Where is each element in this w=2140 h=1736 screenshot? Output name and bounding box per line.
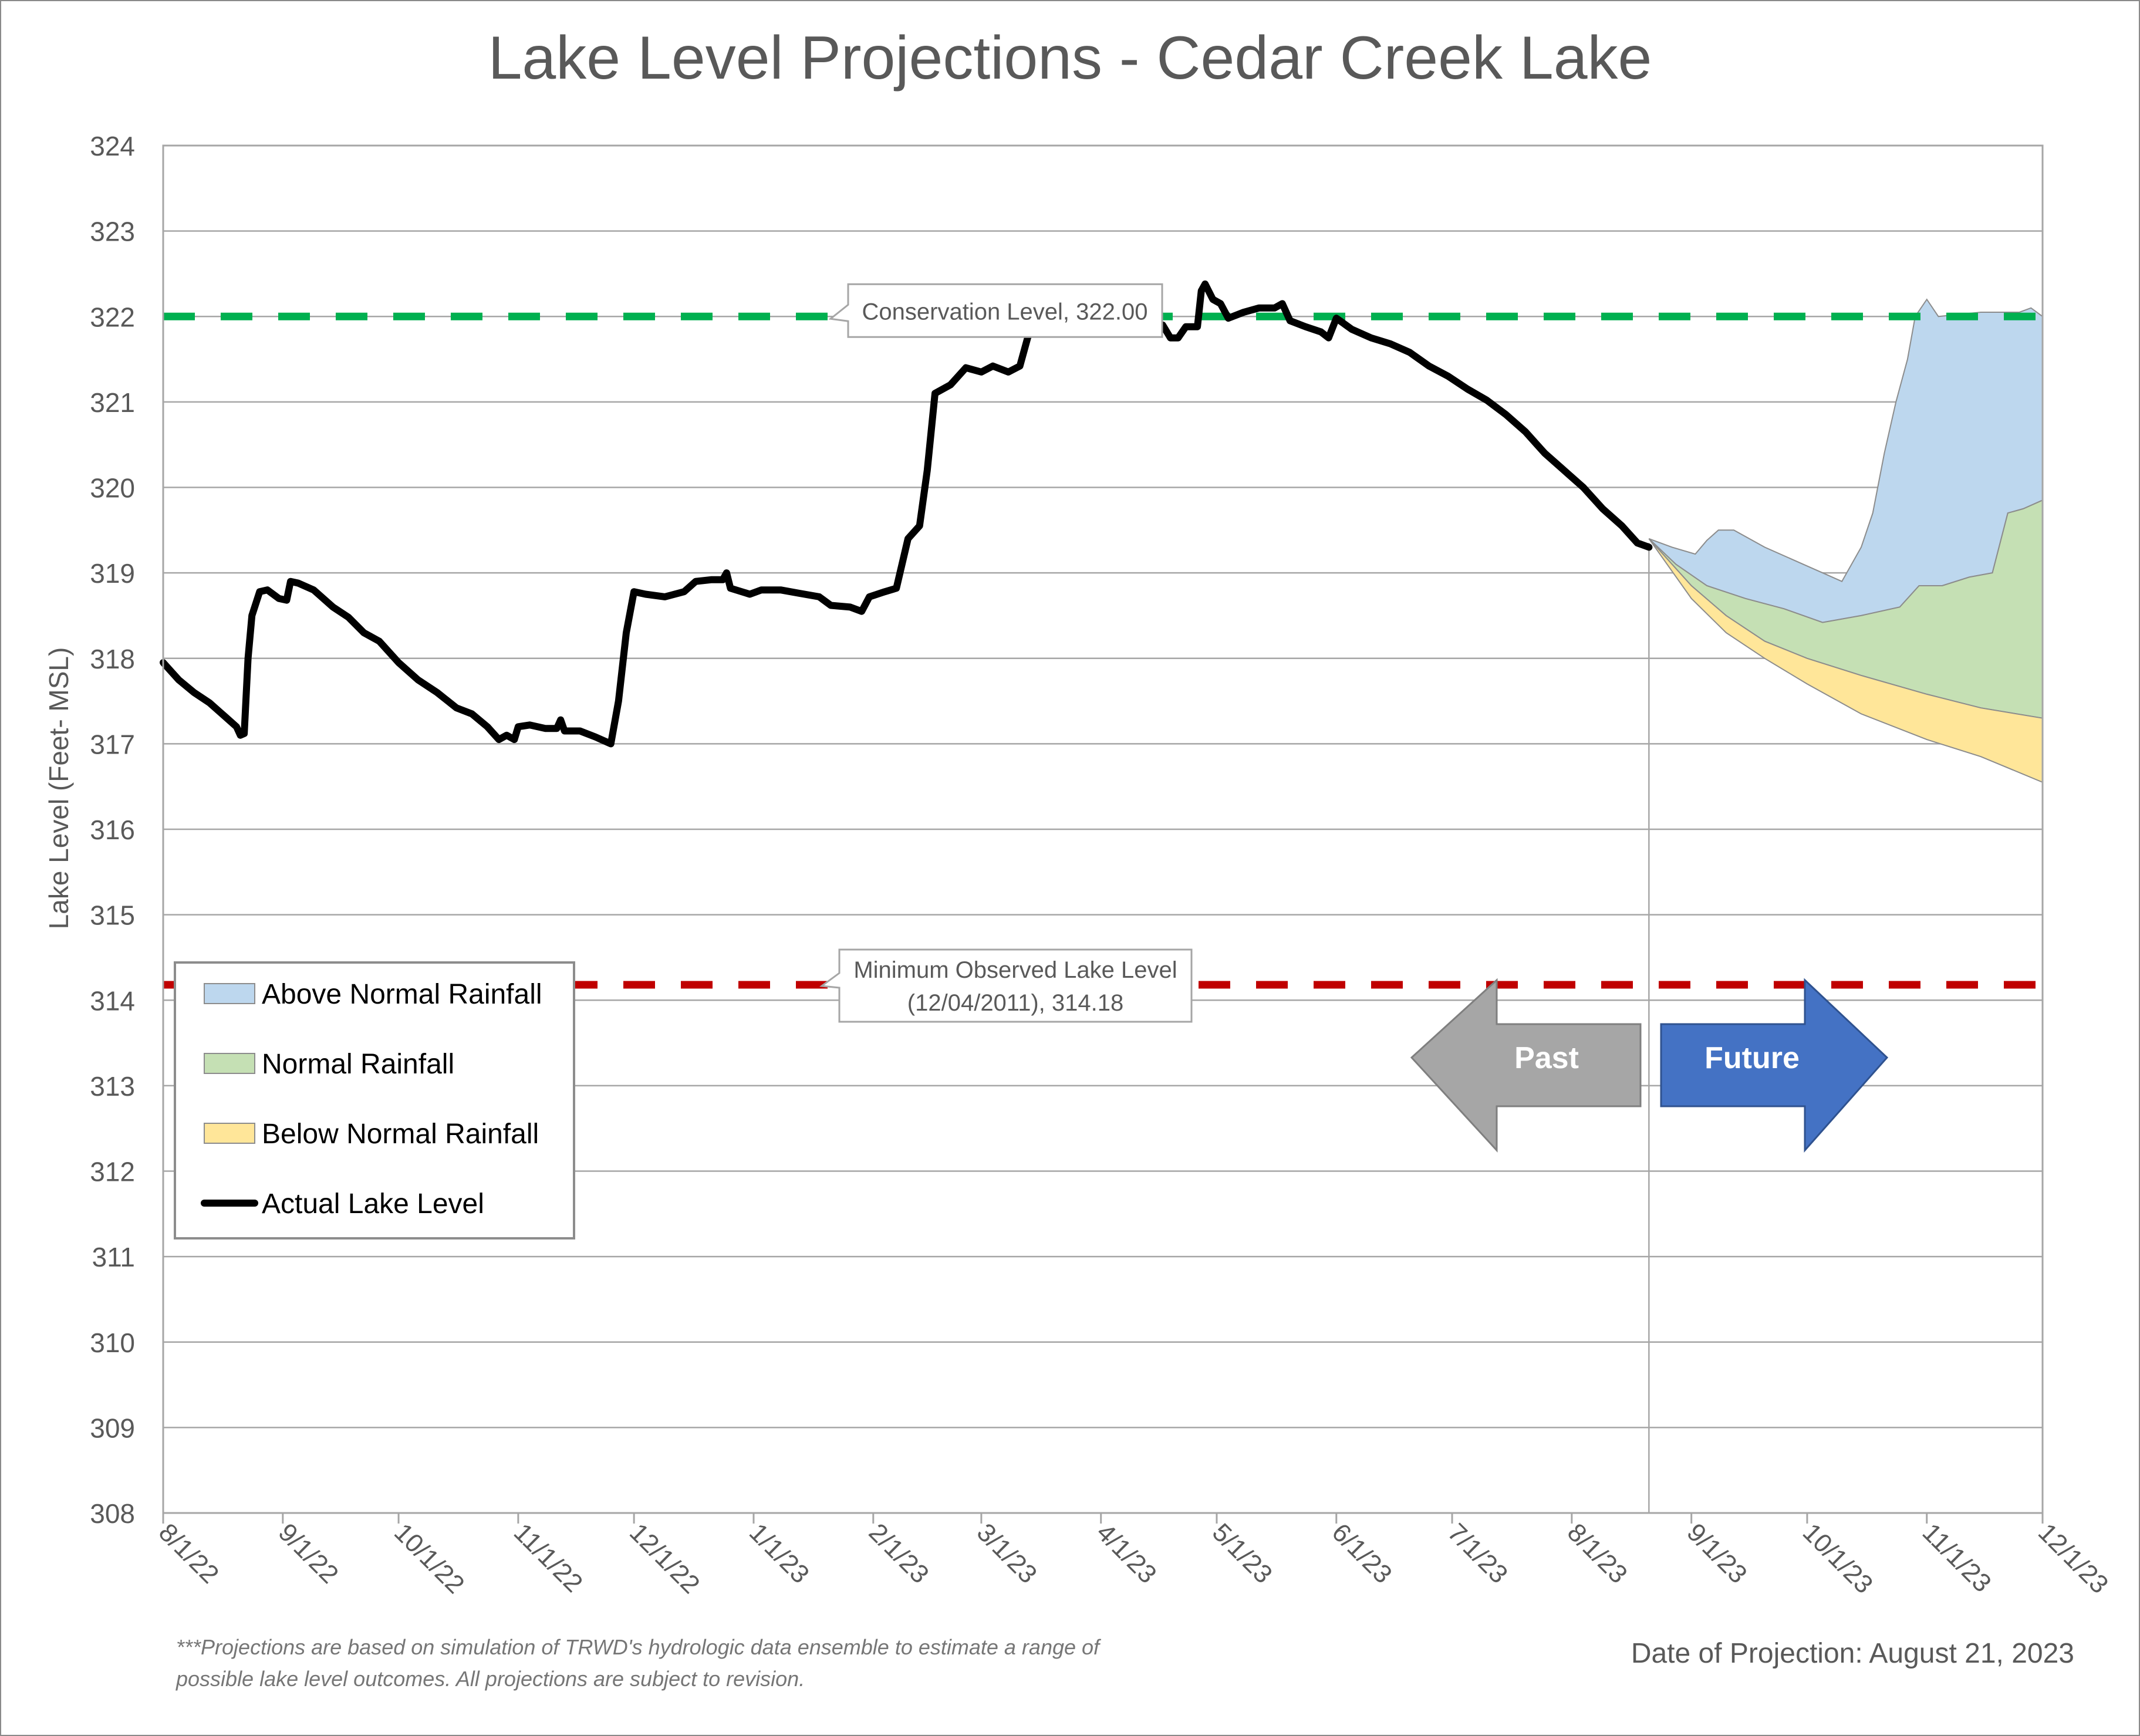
legend-swatch — [204, 983, 255, 1004]
projection-footnote: ***Projections are based on simulation o… — [176, 1635, 1100, 1691]
x-tick-label: 4/1/23 — [1091, 1518, 1162, 1589]
x-tick-label: 11/1/23 — [1917, 1518, 1997, 1597]
x-tick-label: 8/1/22 — [153, 1518, 224, 1589]
x-tick-label: 8/1/23 — [1562, 1518, 1633, 1589]
y-tick-label: 324 — [90, 131, 135, 161]
minimum-callout-box — [819, 948, 1193, 1023]
actual-lines — [160, 280, 1653, 748]
y-tick-label: 316 — [90, 815, 135, 845]
actual-lake-level-line — [1159, 280, 1653, 551]
y-tick-label: 312 — [90, 1157, 135, 1187]
x-tick-label: 9/1/22 — [273, 1518, 344, 1589]
plot-border — [162, 144, 2044, 1514]
legend-label: Above Normal Rainfall — [262, 979, 542, 1010]
y-tick-label: 322 — [90, 302, 135, 332]
y-tick-label: 314 — [90, 985, 135, 1016]
direction-arrows: Past Future — [1410, 978, 1889, 1153]
y-tick-label: 318 — [90, 644, 135, 674]
chart-title: Lake Level Projections - Cedar Creek Lak… — [488, 24, 1652, 92]
x-tick-label: 5/1/23 — [1207, 1518, 1278, 1589]
callouts: Conservation Level, 322.00 Minimum Observ… — [819, 283, 1193, 1023]
past-arrow — [1410, 978, 1642, 1153]
x-tick-label: 12/1/22 — [624, 1518, 705, 1599]
x-tick-label: 10/1/23 — [1797, 1518, 1878, 1599]
past-arrow-label: Past — [1514, 1041, 1579, 1075]
x-tick-label: 6/1/23 — [1326, 1518, 1398, 1589]
y-tick-label: 309 — [90, 1413, 135, 1443]
future-arrow-label: Future — [1704, 1041, 1800, 1075]
conservation-callout-label: Conservation Level, 322.00 — [862, 299, 1148, 325]
y-tick-label: 319 — [90, 558, 135, 589]
x-tick-label: 2/1/23 — [863, 1518, 934, 1589]
y-tick-label: 310 — [90, 1328, 135, 1358]
legend-label: Actual Lake Level — [262, 1188, 484, 1220]
y-tick-label: 317 — [90, 729, 135, 759]
x-tick-label: 10/1/22 — [389, 1518, 470, 1599]
legend-label: Normal Rainfall — [262, 1049, 454, 1080]
conservation-callout-box — [828, 283, 1163, 338]
legend-label: Below Normal Rainfall — [262, 1119, 539, 1150]
x-tick-label: 12/1/23 — [2033, 1518, 2114, 1599]
x-tick-label: 11/1/22 — [508, 1518, 588, 1597]
y-tick-label: 323 — [90, 217, 135, 247]
projection-date: Date of Projection: August 21, 2023 — [1631, 1638, 2074, 1669]
future-arrow — [1660, 978, 1889, 1153]
x-tick-label: 3/1/23 — [971, 1518, 1042, 1589]
y-tick-label: 315 — [90, 900, 135, 931]
y-axis-label: Lake Level (Feet- MSL) — [43, 647, 74, 930]
legend-swatch — [204, 1123, 255, 1144]
x-tick-label: 1/1/23 — [744, 1518, 815, 1589]
y-tick-label: 321 — [90, 387, 135, 418]
actual-lake-level-line — [160, 313, 1039, 748]
legend-box — [174, 961, 575, 1239]
y-tick-label: 311 — [92, 1242, 135, 1272]
x-tick-label: 9/1/23 — [1682, 1518, 1753, 1589]
y-tick-label: 308 — [90, 1498, 135, 1529]
legend: Above Normal Rainfall Normal Rainfall Belo… — [174, 961, 575, 1239]
legend-swatch — [204, 1053, 255, 1074]
minimum-callout-line2: (12/04/2011), 314.18 — [907, 990, 1123, 1016]
x-tick-label: 7/1/23 — [1442, 1518, 1513, 1589]
y-tick-label: 320 — [90, 473, 135, 504]
y-tick-label: 313 — [90, 1071, 135, 1102]
minimum-callout-line1: Minimum Observed Lake Level — [853, 957, 1177, 983]
